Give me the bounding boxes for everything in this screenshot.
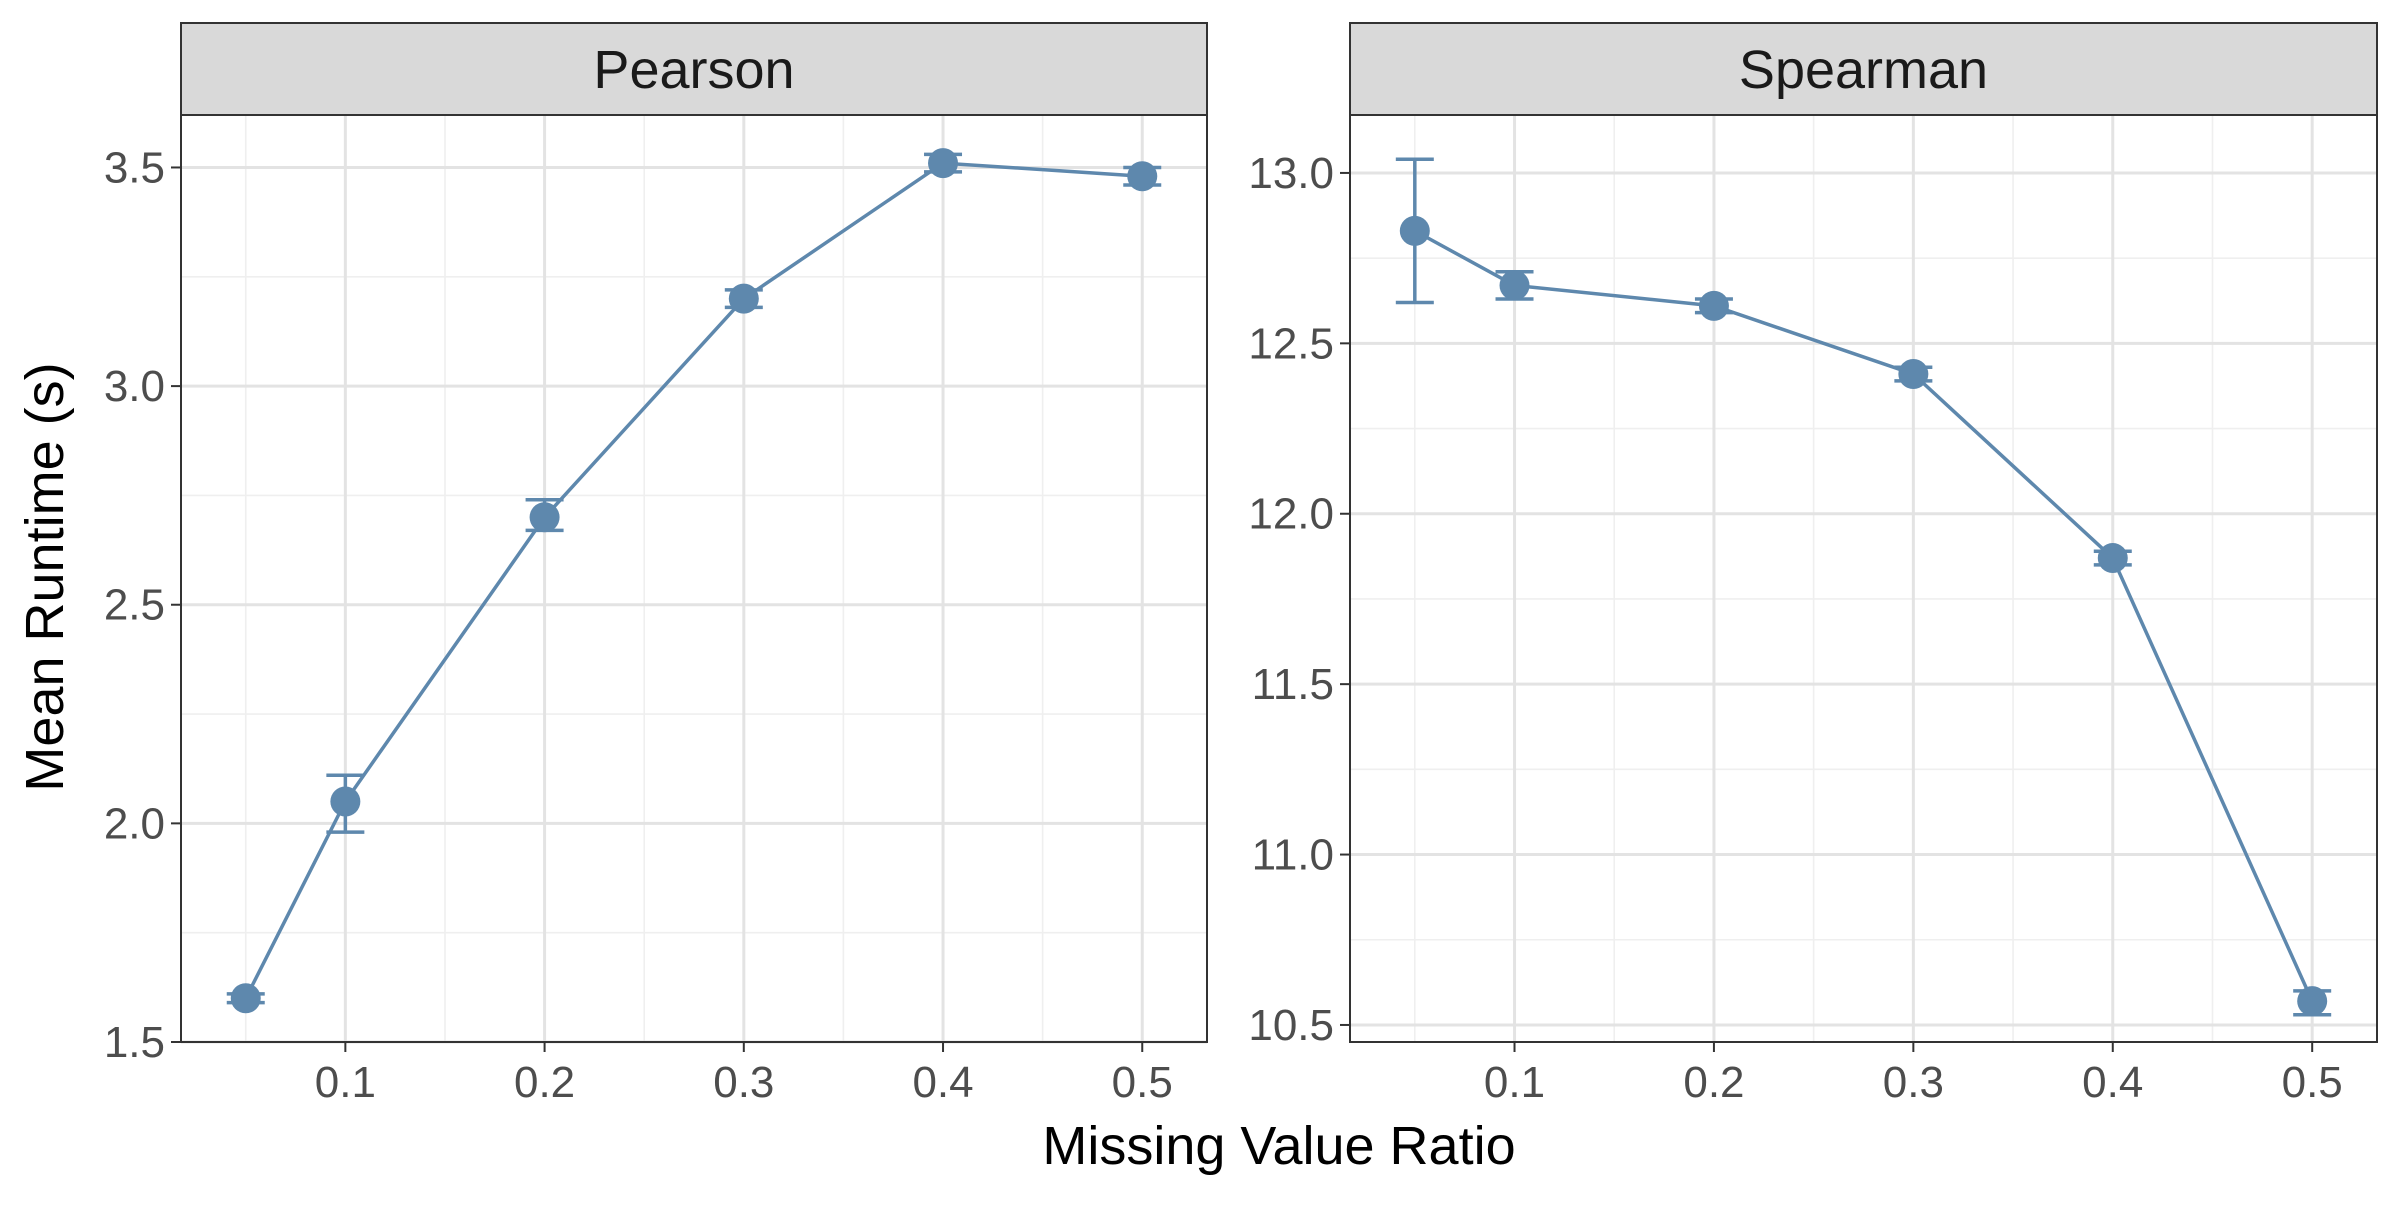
data-point	[230, 983, 261, 1014]
data-point	[928, 148, 959, 179]
facet-strip	[1349, 22, 2378, 116]
data-point	[330, 786, 361, 817]
facet-title: Spearman	[1739, 40, 1988, 100]
data-point	[1499, 270, 1530, 301]
data-point	[1898, 359, 1929, 390]
data-point	[1399, 215, 1430, 246]
x-tick-label: 0.5	[2282, 1058, 2343, 1107]
data-point	[1698, 290, 1729, 321]
facet-title: Pearson	[593, 40, 794, 100]
x-tick-label: 0.4	[912, 1058, 973, 1107]
y-tick-label: 13.0	[1248, 149, 1334, 198]
x-tick-label: 0.3	[1883, 1058, 1944, 1107]
data-point	[728, 283, 759, 314]
series-line	[244, 161, 1143, 1000]
facet-strip	[180, 22, 1208, 116]
x-tick-label: 0.1	[315, 1058, 376, 1107]
x-tick-label: 0.1	[1484, 1058, 1545, 1107]
x-tick-label: 0.2	[514, 1058, 575, 1107]
y-tick-label: 3.5	[104, 143, 165, 192]
y-axis-title: Mean Runtime (s)	[15, 362, 75, 791]
y-tick-label: 12.5	[1248, 319, 1334, 368]
y-tick-label: 2.5	[104, 581, 165, 630]
x-tick-label: 0.3	[713, 1058, 774, 1107]
y-tick-label: 1.5	[104, 1018, 165, 1067]
data-point	[1127, 161, 1158, 192]
data-point	[2097, 543, 2128, 574]
x-tick-label: 0.5	[1112, 1058, 1173, 1107]
y-tick-label: 12.0	[1248, 490, 1334, 539]
y-tick-label: 11.0	[1252, 831, 1334, 880]
panel-border	[1349, 114, 2378, 1043]
y-tick-label: 3.0	[104, 362, 165, 411]
data-point	[529, 502, 560, 533]
panel-border	[180, 114, 1208, 1043]
panel-pearson: Pearson 0.1 0.2 0.3 0.4 0.5 1.5 2.0 2.5 3.0 3.5	[104, 22, 1208, 1107]
x-axis-title: Missing Value Ratio	[1042, 1116, 1515, 1176]
y-tick-label: 10.5	[1248, 1001, 1334, 1050]
panel-spearman: Spearman 0.1 0.2 0.3 0.4 0.5 10.5 11.0 11.5 12.0 1…	[1248, 22, 2378, 1107]
series-line	[1413, 229, 2314, 1002]
x-tick-label: 0.2	[1683, 1058, 1744, 1107]
data-point	[2297, 986, 2328, 1017]
x-tick-label: 0.4	[2082, 1058, 2143, 1107]
y-tick-label: 11.5	[1252, 660, 1334, 709]
y-tick-label: 2.0	[104, 799, 165, 848]
